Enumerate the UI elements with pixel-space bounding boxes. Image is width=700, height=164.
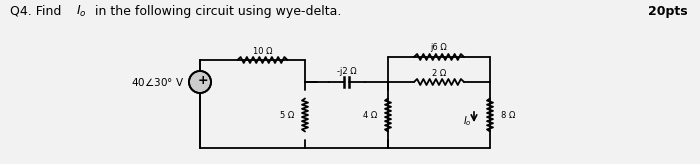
Text: $I_o$: $I_o$ <box>463 114 471 128</box>
Text: in the following circuit using wye-delta.: in the following circuit using wye-delta… <box>91 4 342 18</box>
Text: 2 Ω: 2 Ω <box>432 69 446 78</box>
Text: -j2 Ω: -j2 Ω <box>337 68 356 76</box>
Text: 20pts: 20pts <box>648 4 688 18</box>
Text: 5 Ω: 5 Ω <box>280 111 294 120</box>
Text: 8 Ω: 8 Ω <box>501 111 515 120</box>
Text: +: + <box>197 73 209 86</box>
Text: 40$\angle$30° V: 40$\angle$30° V <box>132 76 185 88</box>
Text: $I_o$: $I_o$ <box>76 3 87 19</box>
Text: 4 Ω: 4 Ω <box>363 111 377 120</box>
Text: j6 Ω: j6 Ω <box>430 43 447 52</box>
Text: Q4. Find: Q4. Find <box>10 4 65 18</box>
Text: 10 Ω: 10 Ω <box>253 47 272 55</box>
Circle shape <box>189 71 211 93</box>
